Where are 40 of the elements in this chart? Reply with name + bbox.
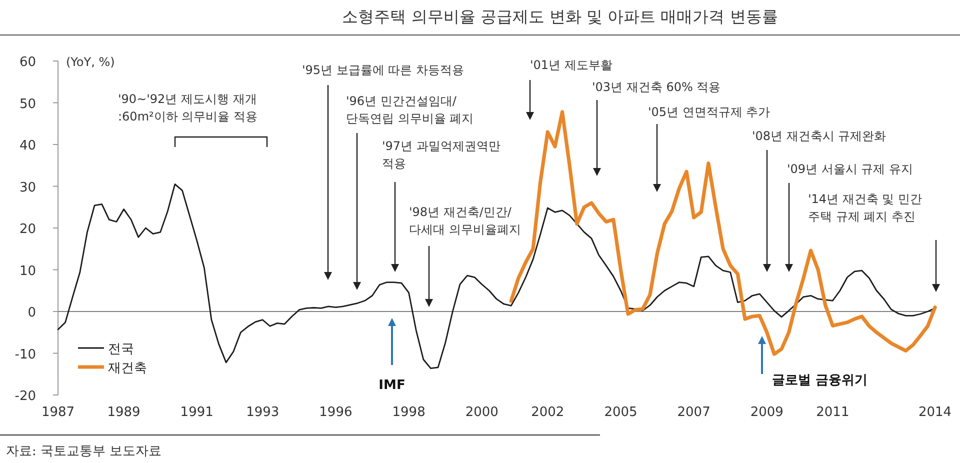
y-tick-label: 10 bbox=[19, 264, 36, 279]
y-tick-label: 20 bbox=[19, 222, 36, 237]
annotation: '08년 재건축시 규제완화 bbox=[752, 129, 886, 143]
y-tick-label: 0 bbox=[28, 306, 36, 320]
x-tick-label: 1987 bbox=[41, 405, 75, 420]
annotation: '90~'92년 제도시행 재개 :60m²이하 의무비율 적용 bbox=[118, 92, 258, 124]
x-tick-label: 1993 bbox=[246, 405, 280, 420]
x-tick-label: 2014 bbox=[918, 405, 952, 420]
annotation: 글로벌 금융위기 bbox=[772, 373, 868, 388]
annotation: '98년 재건축/민간/ 다세대 의무비율폐지 bbox=[409, 205, 521, 236]
annotation: '05년 연면적규제 추가 bbox=[648, 105, 770, 119]
y-tick-label: 50 bbox=[19, 96, 36, 112]
legend-label: 전국 bbox=[108, 342, 134, 357]
annotation: '01년 제도부활 bbox=[530, 58, 612, 72]
annotation: '97년 과밀억제권역만 적용 bbox=[382, 139, 500, 170]
y-axis-title: (YoY, %) bbox=[66, 55, 115, 69]
y-tick-label: 30 bbox=[19, 180, 36, 196]
annotation: IMF bbox=[378, 378, 406, 393]
chart-title: 소형주택 의무비율 공급제도 변화 및 아파트 매매가격 변동률 bbox=[342, 7, 778, 26]
text: 자료: 국토교통부 보도자료 bbox=[6, 444, 162, 459]
x-tick-label: 2009 bbox=[750, 405, 784, 420]
y-tick-label: 60 bbox=[19, 55, 36, 70]
x-tick-label: 2002 bbox=[531, 405, 564, 420]
annotation: '14년 재건축 및 민간 주택 규제 폐지 추진 bbox=[808, 192, 922, 224]
x-tick-label: 1989 bbox=[107, 405, 140, 420]
x-tick-label: 1991 bbox=[180, 405, 214, 420]
x-tick-label: 2011 bbox=[816, 405, 850, 420]
x-tick-label: 1996 bbox=[319, 405, 352, 420]
legend-label: 재건축 bbox=[108, 361, 147, 376]
x-tick-label: 2000 bbox=[465, 405, 498, 420]
annotation: '96년 민간건설임대/ 단독연립 의무비율 폐지 bbox=[346, 94, 474, 126]
y-tick-label: 40 bbox=[19, 138, 36, 154]
y-tick-label: -20 bbox=[14, 389, 36, 404]
y-tick-label: -10 bbox=[14, 347, 36, 362]
annotation: '03년 재건축 60% 적용 bbox=[592, 80, 721, 94]
annotation: '09년 서울시 규제 유지 bbox=[787, 162, 914, 176]
x-tick-label: 2005 bbox=[604, 405, 638, 420]
annotation: '95년 보급률에 따른 차등적용 bbox=[302, 63, 464, 77]
x-tick-label: 2007 bbox=[677, 405, 710, 420]
x-tick-label: 1998 bbox=[392, 405, 426, 420]
